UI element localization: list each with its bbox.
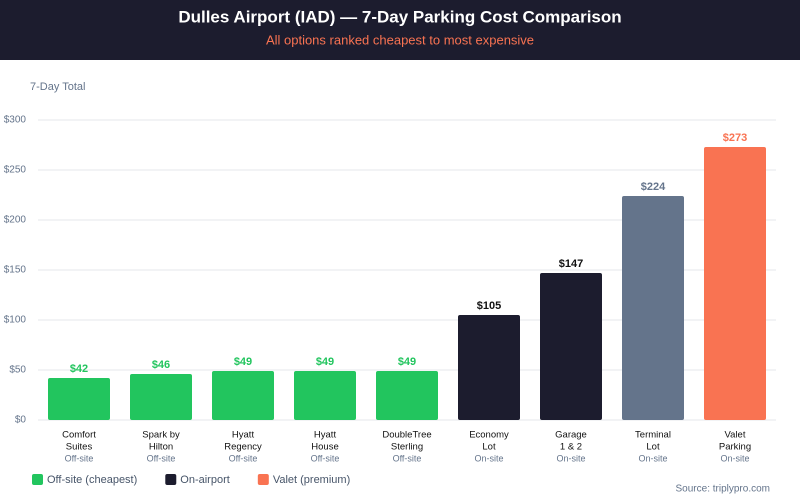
x-tick-label: Economy <box>469 430 509 441</box>
y-tick-label: $200 <box>4 215 27 226</box>
chart-subtitle: All options ranked cheapest to most expe… <box>266 32 534 47</box>
y-tick-label: $150 <box>4 265 27 276</box>
x-tick-label: Valet <box>725 430 746 441</box>
bar <box>622 196 684 420</box>
value-label: $49 <box>398 356 416 368</box>
legend-label: Valet (premium) <box>273 474 350 486</box>
y-tick-label: $300 <box>4 115 27 126</box>
y-tick-label: $250 <box>4 165 27 176</box>
value-label: $49 <box>234 356 252 368</box>
location-label: Off-site <box>147 453 176 463</box>
x-tick-label: Garage <box>555 430 587 441</box>
x-tick-label: Hyatt <box>314 430 337 441</box>
location-label: Off-site <box>229 453 258 463</box>
value-label: $147 <box>559 258 583 270</box>
x-tick-label: Comfort <box>62 430 96 441</box>
chart-title: Dulles Airport (IAD) — 7-Day Parking Cos… <box>178 7 621 26</box>
legend-swatch <box>165 474 177 485</box>
x-tick-label: Hyatt <box>232 430 255 441</box>
bar <box>458 315 520 420</box>
legend-label: Off-site (cheapest) <box>47 474 137 486</box>
location-label: On-site <box>556 453 585 463</box>
value-label: $105 <box>477 300 501 312</box>
bar <box>704 147 766 420</box>
bar <box>48 378 110 420</box>
header-band <box>0 0 800 60</box>
location-label: On-site <box>720 453 749 463</box>
bar <box>540 273 602 420</box>
x-tick-label: Hilton <box>149 442 173 453</box>
legend-swatch <box>257 474 269 485</box>
x-tick-label: Spark by <box>142 430 180 441</box>
value-label: $46 <box>152 359 170 371</box>
x-tick-label: Lot <box>646 442 660 453</box>
location-label: Off-site <box>393 453 422 463</box>
bar <box>294 371 356 420</box>
value-label: $273 <box>723 132 747 144</box>
legend-label: On-airport <box>180 474 230 486</box>
y-tick-label: $100 <box>4 315 27 326</box>
x-tick-label: Parking <box>719 442 751 453</box>
value-label: $224 <box>641 181 666 193</box>
bar <box>212 371 274 420</box>
value-label: $42 <box>70 363 88 375</box>
x-tick-label: Sterling <box>391 442 423 453</box>
y-axis-label: 7-Day Total <box>30 81 85 93</box>
value-label: $49 <box>316 356 334 368</box>
legend-swatch <box>32 474 43 485</box>
source: Source: triplypro.com <box>676 484 770 495</box>
x-tick-label: Lot <box>482 442 496 453</box>
x-tick-label: DoubleTree <box>382 430 431 441</box>
location-label: On-site <box>474 453 503 463</box>
location-label: Off-site <box>65 453 94 463</box>
x-tick-label: Regency <box>224 442 262 453</box>
bar <box>130 374 192 420</box>
y-tick-label: $0 <box>15 415 27 426</box>
x-tick-label: Terminal <box>635 430 671 441</box>
location-label: On-site <box>638 453 667 463</box>
bar <box>376 371 438 420</box>
x-tick-label: House <box>311 442 338 453</box>
y-tick-label: $50 <box>9 365 26 376</box>
x-tick-label: 1 & 2 <box>560 442 582 453</box>
location-label: Off-site <box>311 453 340 463</box>
x-tick-label: Suites <box>66 442 93 453</box>
